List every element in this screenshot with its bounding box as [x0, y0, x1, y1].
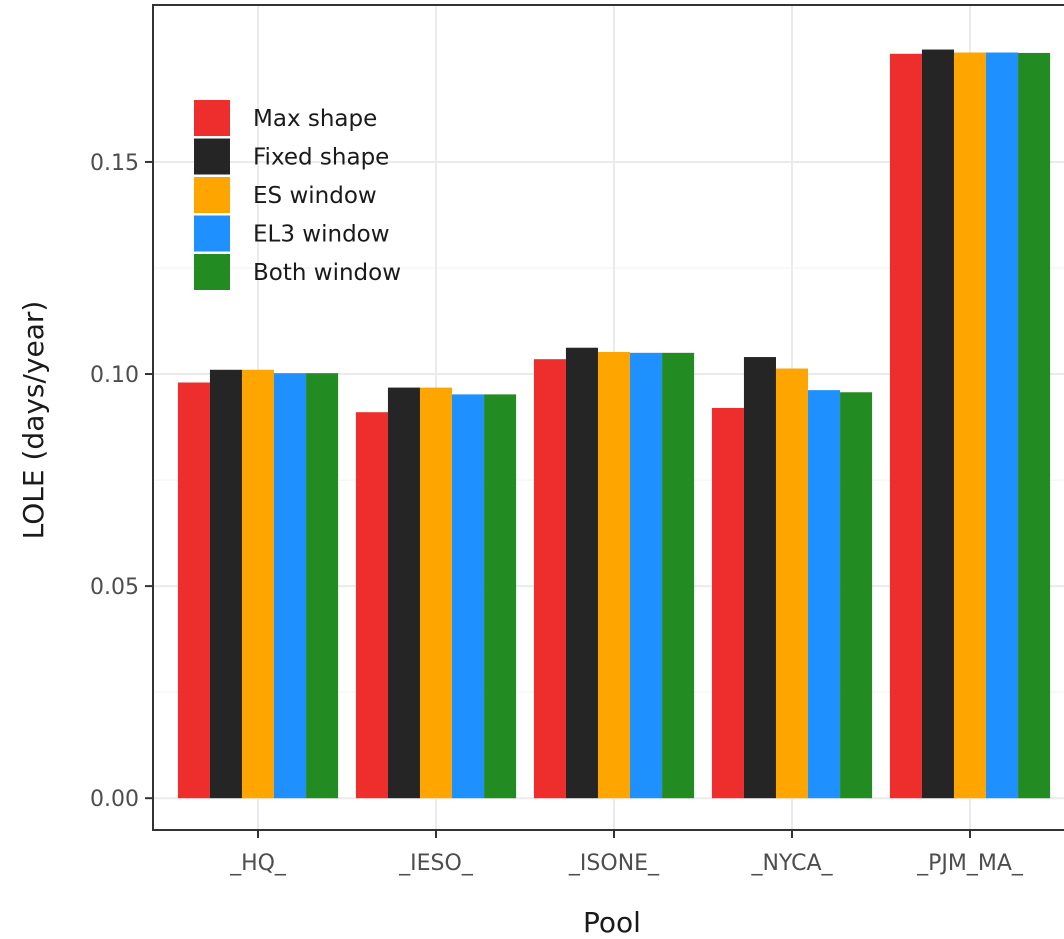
- bar-isone-el3-window: [630, 352, 663, 799]
- legend-key-el3-window: [194, 215, 230, 252]
- bar-pjmma-both-window: [1018, 52, 1051, 799]
- legend-key-fixed-shape: [194, 138, 230, 175]
- bar-nyca-both-window: [840, 392, 873, 799]
- legend-label: EL3 window: [253, 222, 390, 248]
- legend-label: Max shape: [253, 106, 377, 132]
- bar-pjmma-el3-window: [986, 52, 1019, 799]
- x-tick-label: _NYCA_: [750, 851, 833, 876]
- bar-hq-both-window: [306, 373, 339, 799]
- bar-isone-both-window: [662, 352, 695, 799]
- legend-key-max-shape: [194, 100, 230, 136]
- bar-ieso-max-shape: [355, 412, 388, 799]
- bar-pjmma-es-window: [953, 52, 987, 799]
- bar-nyca-fixed-shape: [743, 357, 776, 799]
- axes: 0.00 0.05 0.10 0.15 _HQ_ _IESO_ _ISONE_ _NYCA_ _…: [90, 4, 1064, 876]
- bar-hq-max-shape: [177, 382, 210, 799]
- legend-key-both-window: [194, 254, 230, 290]
- x-tick-label: _PJM_MA_: [916, 851, 1024, 876]
- bar-ieso-both-window: [484, 394, 517, 799]
- bar-isone-es-window: [597, 351, 631, 799]
- bar-isone-fixed-shape: [565, 347, 598, 799]
- bar-ieso-es-window: [419, 387, 453, 799]
- y-axis-title: LOLE (days/year): [17, 301, 50, 540]
- y-tick-label: 0.15: [90, 151, 139, 176]
- bar-hq-es-window: [241, 369, 275, 799]
- legend-label: ES window: [253, 183, 377, 209]
- x-axis-title: Pool: [583, 906, 641, 939]
- x-tick-label: _ISONE_: [568, 851, 660, 876]
- legend-label: Fixed shape: [253, 145, 389, 171]
- panel-border: [152, 4, 1064, 831]
- bar-nyca-el3-window: [808, 390, 841, 799]
- bar-isone-max-shape: [533, 359, 566, 799]
- bar-pjmma-max-shape: [889, 53, 922, 799]
- legend-label: Both window: [253, 260, 401, 286]
- bar-ieso-el3-window: [452, 394, 485, 799]
- bar-hq-fixed-shape: [209, 369, 242, 799]
- legend-key-es-window: [194, 177, 230, 213]
- bar-nyca-es-window: [775, 368, 809, 799]
- bar-nyca-max-shape: [711, 407, 744, 799]
- bar-pjmma-fixed-shape: [921, 49, 954, 799]
- bar-ieso-fixed-shape: [387, 387, 420, 799]
- y-tick-label: 0.10: [90, 363, 139, 388]
- y-tick-label: 0.00: [90, 787, 139, 812]
- x-tick-label: _IESO_: [398, 851, 474, 876]
- x-tick-label: _HQ_: [229, 851, 287, 876]
- legend: Max shape Fixed shape ES window EL3 window B…: [194, 100, 401, 290]
- y-tick-label: 0.05: [90, 575, 139, 600]
- bar-hq-el3-window: [274, 373, 307, 799]
- bars: [177, 49, 1051, 799]
